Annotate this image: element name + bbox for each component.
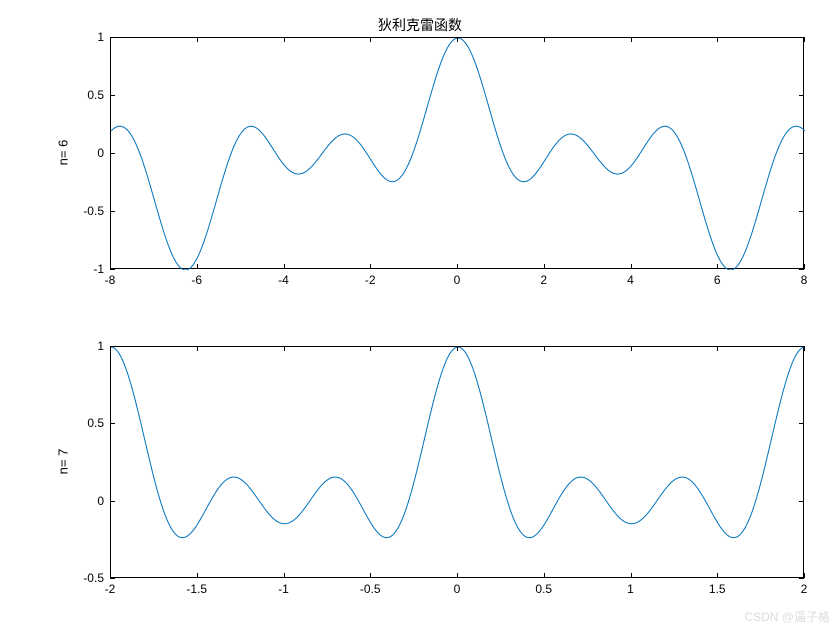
xtick-label: -1: [278, 582, 289, 596]
xtick-mark: [631, 264, 632, 269]
ytick-label: 0: [97, 146, 104, 160]
xtick-mark: [631, 573, 632, 578]
curve-bottom: [111, 347, 805, 579]
ytick-mark: [110, 346, 115, 347]
xtick-mark: [804, 573, 805, 578]
xtick-label: 1: [627, 582, 634, 596]
subplot-n6: [110, 37, 804, 269]
xtick-mark: [370, 346, 371, 351]
xtick-label: -8: [105, 273, 116, 287]
ytick-mark: [110, 501, 115, 502]
xtick-mark: [804, 346, 805, 351]
xtick-mark: [717, 264, 718, 269]
figure-title: 狄利克雷函数: [0, 15, 840, 35]
ytick-mark: [110, 153, 115, 154]
xtick-mark: [370, 37, 371, 42]
xtick-mark: [284, 573, 285, 578]
xtick-mark: [544, 37, 545, 42]
xtick-mark: [717, 37, 718, 42]
xtick-label: -1.5: [186, 582, 207, 596]
ytick-mark: [799, 95, 804, 96]
xtick-mark: [717, 346, 718, 351]
ytick-label: 1: [97, 30, 104, 44]
curve-top: [111, 38, 805, 270]
xtick-mark: [631, 346, 632, 351]
xtick-label: -6: [191, 273, 202, 287]
xtick-label: 0: [454, 582, 461, 596]
xtick-mark: [457, 264, 458, 269]
xtick-mark: [370, 264, 371, 269]
subplot-n7: [110, 346, 804, 578]
xtick-label: 1.5: [709, 582, 726, 596]
ytick-mark: [799, 153, 804, 154]
xtick-mark: [544, 264, 545, 269]
ytick-mark: [110, 578, 115, 579]
ytick-label: 0.5: [87, 88, 104, 102]
ytick-mark: [799, 501, 804, 502]
ytick-mark: [799, 269, 804, 270]
ytick-label: -0.5: [83, 571, 104, 585]
xtick-mark: [284, 264, 285, 269]
xtick-mark: [197, 37, 198, 42]
xtick-label: 2: [801, 582, 808, 596]
ytick-label: -1: [93, 262, 104, 276]
xtick-label: -2: [105, 582, 116, 596]
xtick-mark: [284, 37, 285, 42]
xtick-mark: [370, 573, 371, 578]
xtick-label: -0.5: [360, 582, 381, 596]
watermark-text: CSDN @逼子格: [744, 608, 830, 625]
xtick-mark: [804, 264, 805, 269]
xtick-label: 8: [801, 273, 808, 287]
ytick-mark: [110, 37, 115, 38]
xtick-mark: [457, 573, 458, 578]
xtick-label: 0: [454, 273, 461, 287]
xtick-label: -4: [278, 273, 289, 287]
ytick-mark: [110, 95, 115, 96]
xtick-mark: [457, 37, 458, 42]
ytick-mark: [799, 578, 804, 579]
ytick-mark: [799, 211, 804, 212]
xtick-mark: [457, 346, 458, 351]
ytick-label: 0: [97, 494, 104, 508]
ytick-mark: [110, 211, 115, 212]
xtick-label: 2: [540, 273, 547, 287]
xtick-label: -2: [365, 273, 376, 287]
xtick-mark: [631, 37, 632, 42]
ytick-mark: [799, 423, 804, 424]
ylabel-top: n= 6: [55, 140, 70, 166]
ytick-mark: [110, 269, 115, 270]
ytick-mark: [110, 423, 115, 424]
xtick-label: 6: [714, 273, 721, 287]
xtick-mark: [197, 573, 198, 578]
ytick-label: 0.5: [87, 416, 104, 430]
ylabel-bottom: n= 7: [55, 449, 70, 475]
xtick-mark: [544, 346, 545, 351]
xtick-mark: [197, 264, 198, 269]
xtick-mark: [284, 346, 285, 351]
ytick-mark: [799, 346, 804, 347]
xtick-mark: [197, 346, 198, 351]
ytick-mark: [799, 37, 804, 38]
xtick-mark: [544, 573, 545, 578]
ytick-label: 1: [97, 339, 104, 353]
xtick-label: 4: [627, 273, 634, 287]
xtick-mark: [717, 573, 718, 578]
xtick-mark: [804, 37, 805, 42]
xtick-label: 0.5: [535, 582, 552, 596]
ytick-label: -0.5: [83, 204, 104, 218]
